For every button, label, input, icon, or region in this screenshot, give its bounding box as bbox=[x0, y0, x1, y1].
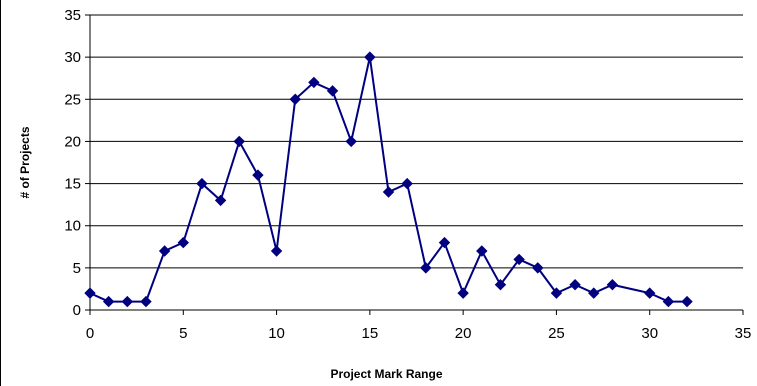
data-point-4 bbox=[158, 245, 171, 257]
data-point-5 bbox=[177, 236, 189, 249]
data-point-16 bbox=[382, 186, 395, 198]
data-point-27 bbox=[588, 287, 600, 299]
x-tick-label-20: 20 bbox=[455, 325, 472, 342]
x-tick-label-10: 10 bbox=[268, 325, 285, 342]
x-tick-label-0: 0 bbox=[86, 325, 94, 342]
data-point-13 bbox=[326, 85, 339, 97]
data-point-2 bbox=[121, 295, 134, 308]
y-tick-label-10: 10 bbox=[64, 218, 81, 235]
data-point-20 bbox=[457, 287, 469, 299]
data-point-30 bbox=[644, 287, 656, 299]
y-tick-label-35: 35 bbox=[64, 7, 81, 24]
data-point-10 bbox=[270, 245, 283, 257]
y-tick-label-5: 5 bbox=[73, 260, 81, 277]
y-tick-label-30: 30 bbox=[64, 49, 81, 66]
data-point-12 bbox=[308, 76, 320, 89]
data-point-9 bbox=[252, 169, 264, 181]
data-point-21 bbox=[476, 245, 488, 257]
data-point-23 bbox=[513, 253, 525, 266]
x-tick-label-25: 25 bbox=[548, 325, 565, 342]
data-point-26 bbox=[569, 279, 581, 291]
y-tick-label-15: 15 bbox=[64, 176, 81, 193]
data-point-1 bbox=[102, 295, 115, 308]
data-point-28 bbox=[606, 279, 619, 291]
x-tick-label-15: 15 bbox=[362, 325, 379, 342]
y-axis-title: # of Projects bbox=[18, 126, 32, 198]
y-tick-label-0: 0 bbox=[73, 302, 81, 319]
data-point-6 bbox=[196, 177, 208, 190]
data-point-3 bbox=[140, 295, 152, 308]
data-point-11 bbox=[289, 93, 301, 105]
data-point-18 bbox=[420, 262, 432, 274]
data-point-31 bbox=[662, 295, 675, 308]
data-point-22 bbox=[494, 279, 507, 291]
data-point-19 bbox=[438, 236, 451, 249]
x-tick-label-5: 5 bbox=[179, 325, 187, 342]
y-tick-label-20: 20 bbox=[64, 133, 81, 150]
x-axis-title: Project Mark Range bbox=[330, 367, 442, 381]
data-point-24 bbox=[532, 262, 544, 274]
series-line-0 bbox=[89, 56, 688, 303]
x-tick-label-35: 35 bbox=[735, 325, 752, 342]
data-point-0 bbox=[84, 287, 96, 299]
data-point-7 bbox=[214, 194, 227, 207]
data-point-8 bbox=[233, 135, 245, 148]
x-tick-label-30: 30 bbox=[641, 325, 658, 342]
data-point-17 bbox=[401, 177, 413, 190]
data-point-25 bbox=[550, 287, 563, 299]
y-tick-label-25: 25 bbox=[64, 91, 81, 108]
data-point-32 bbox=[681, 295, 693, 308]
data-point-14 bbox=[345, 135, 357, 148]
data-point-15 bbox=[364, 51, 376, 63]
